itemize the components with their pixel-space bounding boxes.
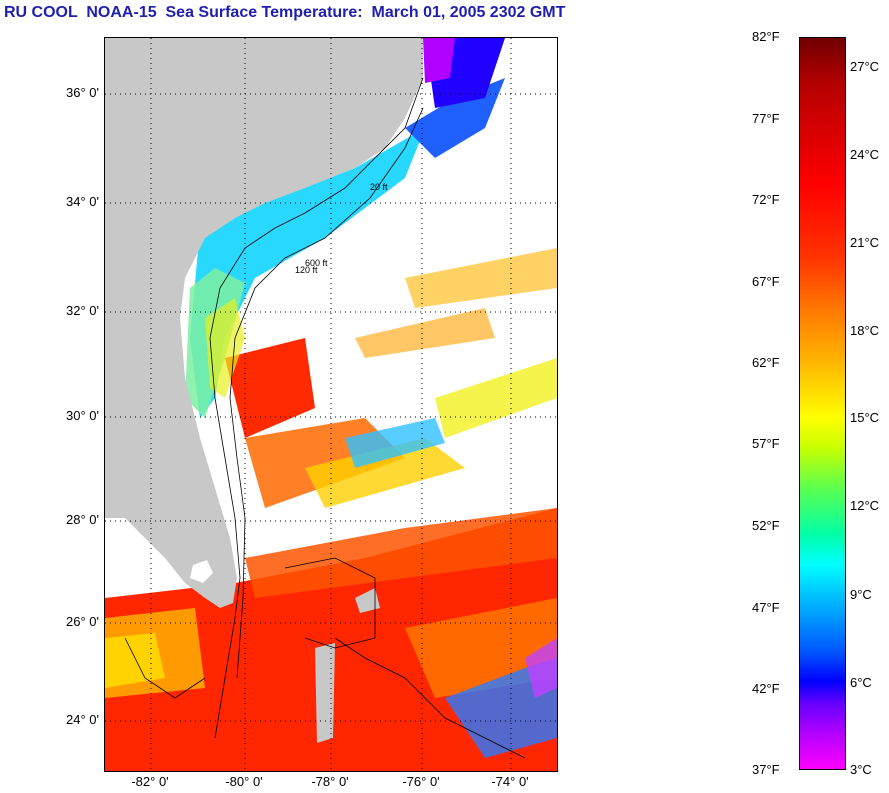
colorbar-f-67: 67°F [752,274,780,289]
colorbar-f-77: 77°F [752,111,780,126]
lat-label-32: 32° 0' [66,303,99,318]
lat-label-34: 34° 0' [66,194,99,209]
contour-label-600ft: 600 ft [305,258,328,268]
colorbar-f-42: 42°F [752,681,780,696]
contour-label-20ft: 20 ft [370,182,388,192]
land-mass [105,38,423,743]
lat-lon-grid [105,38,557,771]
sst-cool-field [105,38,557,758]
sst-map: 20 ft 120 ft 600 ft [104,37,558,772]
colorbar-c-18: 18°C [850,323,880,338]
lon-label-76: -76° 0' [402,774,440,789]
lat-label-28: 28° 0' [66,512,99,527]
lat-label-36: 36° 0' [66,85,99,100]
sst-map-canvas: 20 ft 120 ft 600 ft [105,38,557,771]
colorbar-c-24: 24°C [850,147,880,162]
colorbar-c-6: 6°C [850,675,872,690]
colorbar-c-15: 15°C [850,410,880,425]
colorbar-f-37: 37°F [752,762,780,777]
lon-label-82: -82° 0' [131,774,169,789]
colorbar-f-47: 47°F [752,600,780,615]
colorbar-c-21: 21°C [850,235,880,250]
lon-label-80: -80° 0' [225,774,263,789]
lat-label-26: 26° 0' [66,614,99,629]
colorbar-f-57: 57°F [752,436,780,451]
colorbar-f-52: 52°F [752,518,780,533]
contour-label-120ft: 120 ft [295,265,318,275]
lon-label-78: -78° 0' [311,774,349,789]
colorbar-f-62: 62°F [752,355,780,370]
lat-label-30: 30° 0' [66,408,99,423]
lon-label-74: -74° 0' [491,774,529,789]
colorbar-c-27: 27°C [850,59,880,74]
colorbar-f-82: 82°F [752,29,780,44]
colorbar-f-72: 72°F [752,192,780,207]
colorbar-c-3: 3°C [850,762,872,777]
temperature-colorbar [799,37,846,770]
lat-label-24: 24° 0' [66,712,99,727]
map-title: RU COOL NOAA-15 Sea Surface Temperature:… [4,4,566,21]
colorbar-c-12: 12°C [850,498,880,513]
colorbar-c-9: 9°C [850,587,872,602]
sst-warm-field [105,248,557,771]
